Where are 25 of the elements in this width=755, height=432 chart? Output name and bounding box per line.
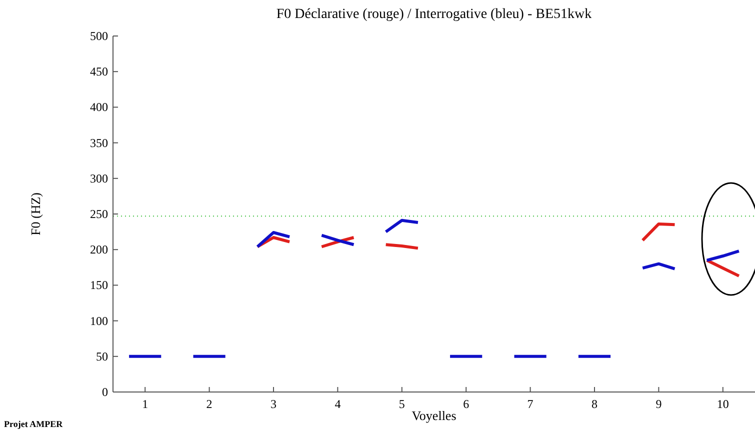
x-tick-label: 6 [463, 397, 470, 411]
x-tick-label: 10 [716, 397, 729, 411]
y-tick-label: 400 [90, 100, 108, 114]
y-tick-label: 250 [90, 207, 108, 221]
x-tick-label: 1 [142, 397, 148, 411]
y-tick-label: 500 [90, 29, 108, 43]
x-tick-label: 4 [334, 397, 341, 411]
y-tick-label: 350 [90, 136, 108, 150]
y-axis-title: F0 (HZ) [28, 192, 43, 236]
y-tick-label: 200 [90, 242, 108, 257]
y-tick-label: 300 [90, 171, 108, 186]
x-tick-label: 5 [398, 397, 405, 411]
x-tick-label: 2 [206, 397, 212, 411]
y-tick-label: 150 [90, 278, 108, 292]
chart-title: F0 Déclarative (rouge) / Interrogative (bleu) - BE51kwk [276, 7, 592, 22]
x-tick-label: 8 [592, 397, 598, 411]
x-tick-label: 7 [527, 397, 534, 411]
x-axis-title: Voyelles [412, 408, 456, 423]
y-tick-label: 50 [96, 349, 108, 364]
y-tick-label: 100 [90, 314, 108, 328]
y-tick-label: 450 [90, 64, 108, 79]
y-tick-label: 0 [102, 385, 108, 399]
x-tick-label: 3 [270, 397, 276, 411]
x-tick-label: 9 [656, 397, 662, 411]
text: Projet AMPER [4, 419, 64, 429]
